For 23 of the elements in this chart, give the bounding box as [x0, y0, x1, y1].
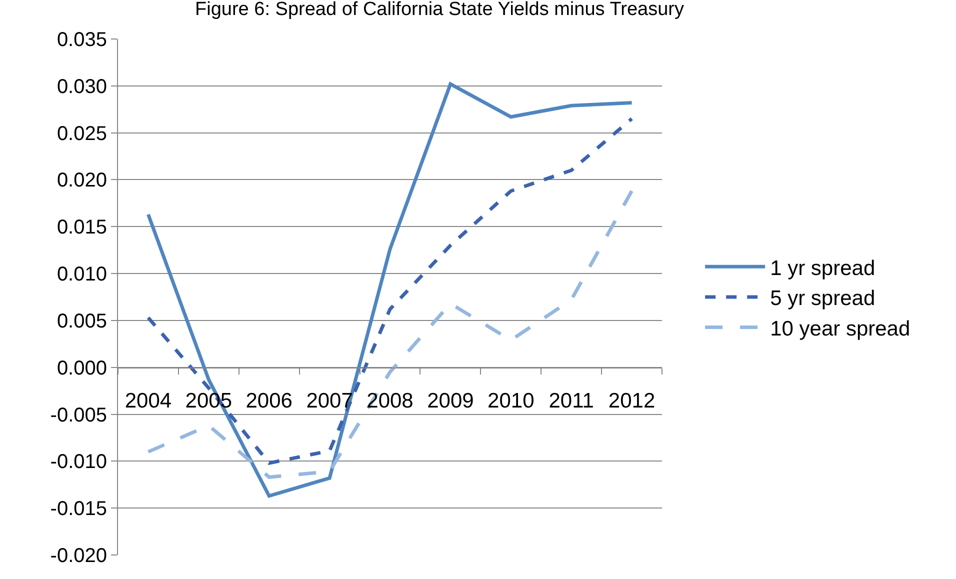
y-tick-label: -0.010 [50, 451, 107, 474]
y-tick-label: 0.000 [56, 357, 107, 380]
y-tick-label: 0.035 [56, 29, 107, 51]
y-tick-label: -0.005 [50, 404, 107, 426]
x-tick-label: 2012 [608, 390, 656, 413]
x-tick-label: 2006 [246, 390, 292, 413]
y-tick-label: 0.030 [56, 76, 107, 98]
legend-label: 10 year spread [770, 317, 910, 340]
x-tick-label: 2009 [427, 390, 474, 413]
chart-title: Figure 6: Spread of California State Yields minus Treasury [195, 0, 684, 20]
y-tick-label: -0.020 [50, 545, 107, 567]
y-tick-label: 0.010 [56, 264, 107, 286]
x-tick-label: 2004 [124, 390, 172, 413]
y-tick-label: -0.015 [50, 498, 107, 520]
y-tick-label: 0.020 [56, 170, 107, 192]
y-tick-label: 0.025 [56, 122, 107, 145]
y-tick-label: 0.015 [56, 216, 107, 239]
legend-label: 1 yr spread [770, 256, 876, 280]
x-tick-label: 2010 [488, 390, 534, 413]
x-tick-label: 2008 [366, 390, 414, 413]
legend-label: 5 yr spread [770, 287, 876, 310]
y-tick-label: 0.005 [56, 310, 107, 332]
x-tick-label: 2011 [548, 390, 594, 413]
